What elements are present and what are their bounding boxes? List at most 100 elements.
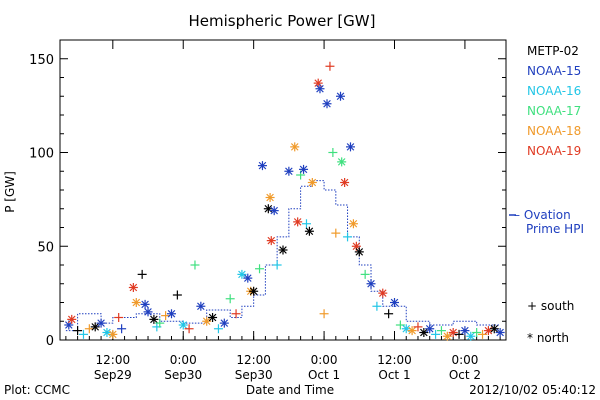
north-marker — [390, 298, 399, 307]
x-tick-date: Oct 2 — [449, 368, 481, 382]
chart-title: Hemispheric Power [GW] — [189, 12, 376, 30]
marker-stroke — [103, 328, 111, 337]
x-tick-date: Sep30 — [235, 368, 273, 382]
marker-stroke — [378, 289, 387, 297]
north-marker — [407, 326, 417, 336]
south-marker — [184, 324, 194, 334]
north-marker — [366, 279, 376, 289]
south-marker — [155, 318, 165, 328]
south-marker — [360, 269, 370, 279]
marker-legend-south: + south — [527, 299, 574, 313]
north-marker — [299, 164, 309, 174]
north-marker — [337, 157, 347, 167]
footer-source: Plot: CCMC — [4, 383, 70, 397]
south-marker — [384, 309, 394, 319]
south-marker — [161, 311, 171, 321]
north-marker — [489, 324, 499, 334]
south-marker — [137, 269, 147, 279]
south-marker — [372, 301, 382, 311]
north-marker — [178, 320, 188, 330]
north-marker — [202, 316, 212, 326]
north-marker — [293, 217, 303, 227]
marker-stroke — [408, 326, 416, 335]
y-axis: 0 50 100 150 — [29, 53, 506, 349]
marker-stroke — [243, 274, 252, 282]
y-tick-label: 150 — [29, 53, 54, 68]
marker-stroke — [220, 319, 229, 327]
ovation-legend-line2: Prime HPI — [526, 222, 584, 236]
plot-frame — [59, 39, 507, 341]
marker-stroke — [249, 287, 258, 296]
marker-stroke — [443, 332, 452, 341]
south-marker — [213, 324, 223, 334]
south-marker — [454, 329, 464, 339]
north-marker — [336, 91, 346, 101]
north-marker — [237, 269, 247, 279]
marker-stroke — [290, 143, 299, 151]
north-marker — [466, 331, 476, 341]
marker-stroke — [132, 298, 141, 307]
marker-stroke — [367, 279, 375, 288]
north-marker — [208, 313, 218, 322]
north-marker — [140, 299, 150, 309]
south-marker — [472, 328, 482, 337]
marker-stroke — [308, 178, 317, 187]
y-axis-label: P [GW] — [3, 171, 17, 213]
north-marker — [266, 236, 276, 246]
marker-stroke — [346, 143, 355, 151]
north-marker — [108, 329, 118, 339]
north-marker — [460, 326, 470, 336]
marker-stroke — [340, 178, 349, 187]
marker-stroke — [466, 332, 475, 341]
marker-stroke — [402, 324, 411, 333]
south-marker — [114, 313, 124, 322]
north-marker — [290, 142, 300, 152]
marker-stroke — [323, 99, 331, 108]
legend-entry: NOAA-19 — [527, 144, 581, 158]
north-marker — [345, 142, 355, 152]
south-marker — [431, 329, 441, 339]
north-marker — [278, 245, 288, 255]
data-points — [64, 61, 505, 341]
ovation-legend: – Ovation Prime HPI — [514, 208, 584, 236]
south-marker — [325, 61, 335, 71]
y-tick-label: 0 — [46, 334, 54, 349]
marker-stroke — [167, 309, 176, 318]
legend-entry: NOAA-15 — [527, 64, 581, 78]
marker-stroke — [129, 283, 138, 292]
x-tick-date: Oct 1 — [308, 368, 340, 382]
marker-stroke — [461, 326, 469, 335]
marker-stroke — [352, 242, 361, 251]
x-tick-time: 0:00 — [451, 353, 478, 367]
south-marker — [343, 232, 353, 242]
marker-stroke — [238, 270, 246, 279]
north-marker — [96, 318, 106, 328]
marker-stroke — [67, 315, 76, 324]
marker-stroke — [285, 167, 293, 176]
legend-entry: NOAA-17 — [527, 104, 581, 118]
north-marker — [495, 328, 505, 337]
north-marker — [351, 241, 361, 251]
north-marker — [304, 226, 314, 236]
marker-stroke — [270, 206, 278, 215]
marker-stroke — [316, 84, 324, 93]
x-tick-time: 12:00 — [96, 353, 131, 367]
footer-timestamp: 2012/10/02 05:40:12 — [469, 383, 596, 397]
ovation-legend-line1: – Ovation — [514, 208, 571, 222]
north-marker — [257, 161, 267, 171]
south-marker — [319, 309, 329, 319]
marker-stroke — [150, 315, 158, 324]
north-marker — [265, 193, 275, 202]
north-marker — [284, 166, 294, 176]
marker-stroke — [299, 165, 308, 174]
marker-stroke — [490, 324, 499, 333]
south-marker — [231, 309, 241, 319]
legend: METP-02 NOAA-15 NOAA-16 NOAA-17 NOAA-18 NOAA-… — [509, 44, 581, 216]
south-marker — [73, 326, 83, 336]
ovation-line — [65, 180, 501, 332]
south-marker — [190, 260, 200, 270]
north-marker — [131, 298, 141, 307]
north-marker — [315, 84, 325, 94]
south-marker — [272, 260, 282, 270]
